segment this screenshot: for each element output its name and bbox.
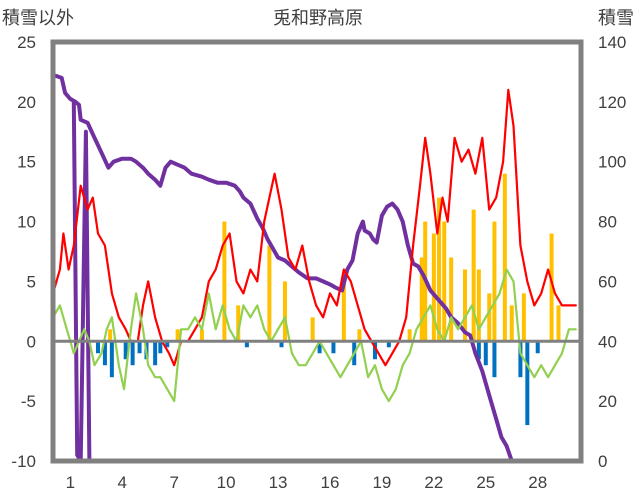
right-axis-label: 積雪 [598, 8, 634, 29]
x-tick-label-1: 4 [118, 473, 127, 492]
bar-5-9 [165, 341, 170, 348]
bar-5-7 [153, 341, 158, 366]
bar-4-26 [556, 305, 561, 342]
bar-4-2 [199, 329, 204, 342]
bar-5-18 [483, 341, 488, 366]
x-tick-label-0: 1 [66, 473, 75, 492]
left-tick-label-5: 0 [27, 332, 36, 351]
bar-5-22 [535, 341, 540, 354]
bar-4-7 [310, 317, 315, 342]
bar-4-0 [108, 329, 113, 342]
series-line-0 [51, 72, 578, 463]
right-tick-label-5: 40 [598, 332, 617, 351]
bar-4-13 [431, 233, 436, 342]
bar-5-19 [492, 341, 497, 378]
bar-4-20 [487, 293, 492, 342]
bar-5-4 [130, 341, 135, 366]
left-tick-label-7: -10 [11, 452, 36, 471]
left-axis-ticks: 25 20 15 10 5 0 -5 -10 [11, 33, 36, 471]
bar-5-3 [123, 341, 128, 360]
x-tick-label-8: 25 [476, 473, 495, 492]
x-tick-label-9: 28 [528, 473, 547, 492]
right-tick-label-3: 80 [598, 213, 617, 232]
series-line-3 [51, 268, 577, 403]
x-tick-label-5: 16 [321, 473, 340, 492]
bar-4-18 [471, 209, 476, 342]
lines-layer [51, 72, 578, 463]
left-tick-label-3: 10 [17, 213, 36, 232]
left-tick-label-2: 15 [17, 153, 36, 172]
right-tick-label-7: 0 [598, 452, 607, 471]
bar-4-11 [419, 257, 424, 342]
bar-4-24 [521, 293, 526, 342]
bar-5-2 [109, 341, 114, 378]
left-tick-label-4: 5 [27, 272, 36, 291]
bar-4-8 [341, 281, 346, 342]
left-axis-label: 積雪以外 [2, 8, 74, 29]
bar-5-0 [96, 341, 101, 354]
x-tick-label-3: 10 [217, 473, 236, 492]
bar-4-17 [463, 269, 468, 342]
right-tick-label-0: 140 [598, 33, 626, 52]
x-tick-label-2: 7 [169, 473, 178, 492]
bar-5-21 [525, 341, 530, 426]
bar-4-3 [222, 221, 227, 342]
bar-4-6 [282, 281, 287, 342]
bar-5-11 [279, 341, 284, 348]
right-tick-label-1: 120 [598, 93, 626, 112]
bar-5-13 [331, 341, 336, 354]
bar-4-4 [236, 305, 241, 342]
chart-title: 兎和野高原 [273, 8, 363, 29]
bar-4-16 [449, 257, 454, 342]
left-tick-label-0: 25 [17, 33, 36, 52]
bar-5-8 [158, 341, 163, 354]
left-tick-label-1: 20 [17, 93, 36, 112]
x-tick-label-7: 22 [424, 473, 443, 492]
bar-4-19 [476, 269, 481, 342]
bar-5-16 [386, 341, 391, 348]
right-axis-ticks: 140 120 100 80 60 40 20 0 [598, 33, 626, 471]
plot-frame [50, 39, 584, 464]
bar-4-5 [267, 245, 272, 342]
bar-4-1 [175, 329, 180, 342]
bar-4-25 [549, 233, 554, 342]
right-tick-label-6: 20 [598, 392, 617, 411]
bar-4-23 [509, 305, 514, 342]
x-tick-label-4: 13 [269, 473, 288, 492]
bar-5-1 [102, 341, 107, 366]
bar-4-22 [502, 173, 507, 342]
bar-4-10 [407, 329, 412, 342]
x-tick-label-6: 19 [372, 473, 391, 492]
bar-4-15 [442, 221, 447, 342]
bar-5-15 [372, 341, 377, 360]
bar-5-12 [317, 341, 322, 354]
bar-4-14 [437, 197, 442, 342]
x-axis-ticks: 1 4 7 10 13 16 19 22 25 28 [66, 473, 548, 492]
bar-5-20 [518, 341, 523, 378]
series-line-1 [71, 99, 95, 463]
bar-4-21 [492, 221, 497, 342]
right-tick-label-4: 60 [598, 272, 617, 291]
right-tick-label-2: 100 [598, 153, 626, 172]
bar-5-10 [244, 341, 249, 348]
bar-5-5 [137, 341, 142, 354]
bar-4-9 [357, 329, 362, 342]
bar-5-17 [476, 341, 481, 360]
left-tick-label-6: -5 [21, 392, 36, 411]
